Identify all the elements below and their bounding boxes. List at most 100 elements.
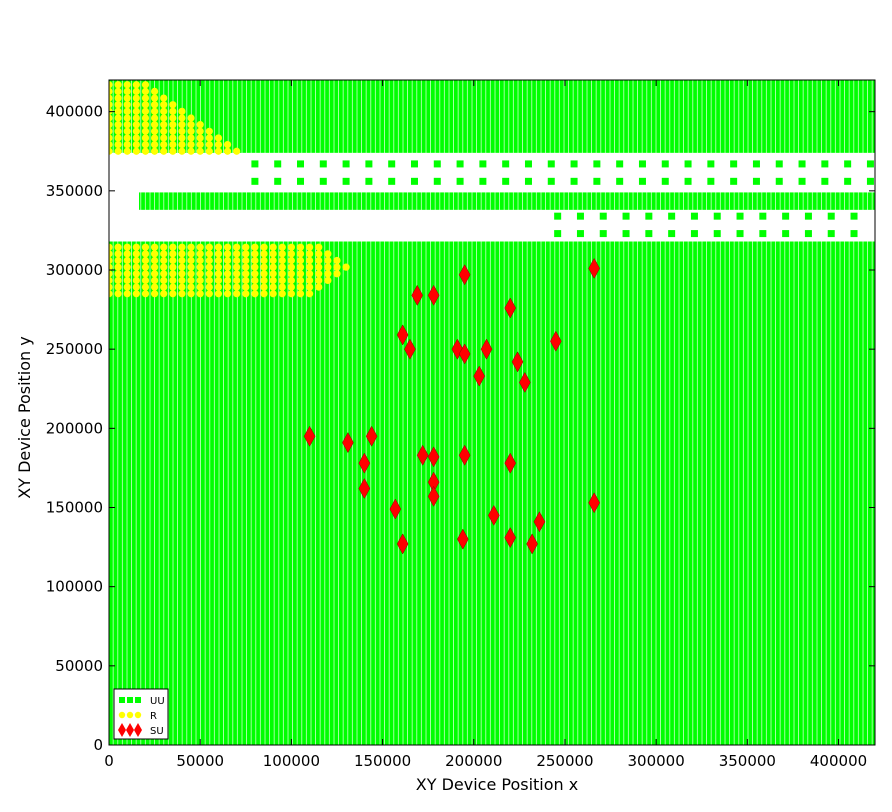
legend-marker-r [134,711,142,719]
r-point [269,276,277,285]
r-point [269,290,277,298]
su-point [588,492,600,514]
r-point [150,101,159,109]
r-point [141,107,150,115]
r-point [141,134,150,142]
r-point [114,243,122,251]
uu-point [668,212,676,220]
su-point [416,444,429,466]
r-point [306,250,314,258]
uu-point [576,212,584,220]
r-point [160,121,168,129]
r-point [251,270,259,278]
r-point [109,283,113,291]
r-point [251,290,259,298]
r-point [278,276,286,285]
r-point [160,147,168,155]
r-point [223,283,232,291]
r-point [196,127,204,135]
r-point [132,250,140,258]
r-point [205,250,213,258]
uu-point [479,177,487,185]
r-point [223,263,232,271]
r-point [223,141,232,149]
r-point [223,147,232,155]
r-point [178,243,186,251]
r-point [324,276,332,285]
r-point [160,127,168,135]
r-point [196,290,204,298]
r-point [287,256,295,265]
r-point [132,101,140,109]
su-point [457,528,469,550]
r-point [123,276,131,285]
uu-point [866,177,874,185]
uu-point [365,160,373,168]
r-point [141,147,150,155]
r-point [109,101,113,109]
uu-point [645,212,653,220]
r-point [160,256,168,265]
r-point [324,270,332,278]
r-point [160,141,168,149]
r-point [109,243,113,251]
r-point [109,94,113,102]
r-point [260,290,268,298]
r-point [205,147,213,155]
su-point [533,511,546,533]
r-point [178,270,186,278]
r-point [114,263,122,271]
r-point [315,243,323,251]
uu-point [547,177,555,185]
x-tick-label: 250000 [536,752,593,770]
r-point [160,101,168,109]
white-band-1 [109,152,875,193]
r-point [315,250,323,258]
uu-point [844,160,852,168]
r-point [196,263,204,271]
r-point [169,121,177,129]
uu-point [782,212,790,220]
legend: UU R SU [113,688,169,740]
r-point [242,263,250,271]
uu-point [690,230,698,238]
r-point [296,256,305,265]
uu-point [502,160,510,168]
r-point [306,243,314,251]
r-point [109,141,113,149]
uu-point [668,230,676,238]
y-tick-label: 300000 [46,261,103,279]
x-tick-label: 100000 [263,752,320,770]
white-band-left [109,152,139,242]
r-point [296,270,305,278]
su-point [451,338,464,360]
r-point [123,263,131,271]
r-point [160,270,168,278]
r-point [260,263,268,271]
r-point [132,290,140,298]
r-point [109,81,113,89]
uu-point [713,230,721,238]
r-point [251,263,259,271]
r-point [187,290,195,298]
uu-point [684,160,692,168]
su-point [480,338,493,360]
r-point [278,250,286,258]
r-point [141,283,150,291]
r-point [187,276,195,285]
r-point [169,101,177,109]
r-point [114,81,122,89]
r-point [196,276,204,285]
r-point [169,270,177,278]
r-point [315,276,323,285]
uu-point [622,230,630,238]
r-point [169,243,177,251]
r-point [132,263,140,271]
su-point [365,425,378,447]
r-point [109,87,113,95]
r-point [132,127,140,135]
r-point [223,250,232,258]
y-tick-label: 0 [93,736,103,754]
r-point [205,270,213,278]
r-point [123,283,131,291]
